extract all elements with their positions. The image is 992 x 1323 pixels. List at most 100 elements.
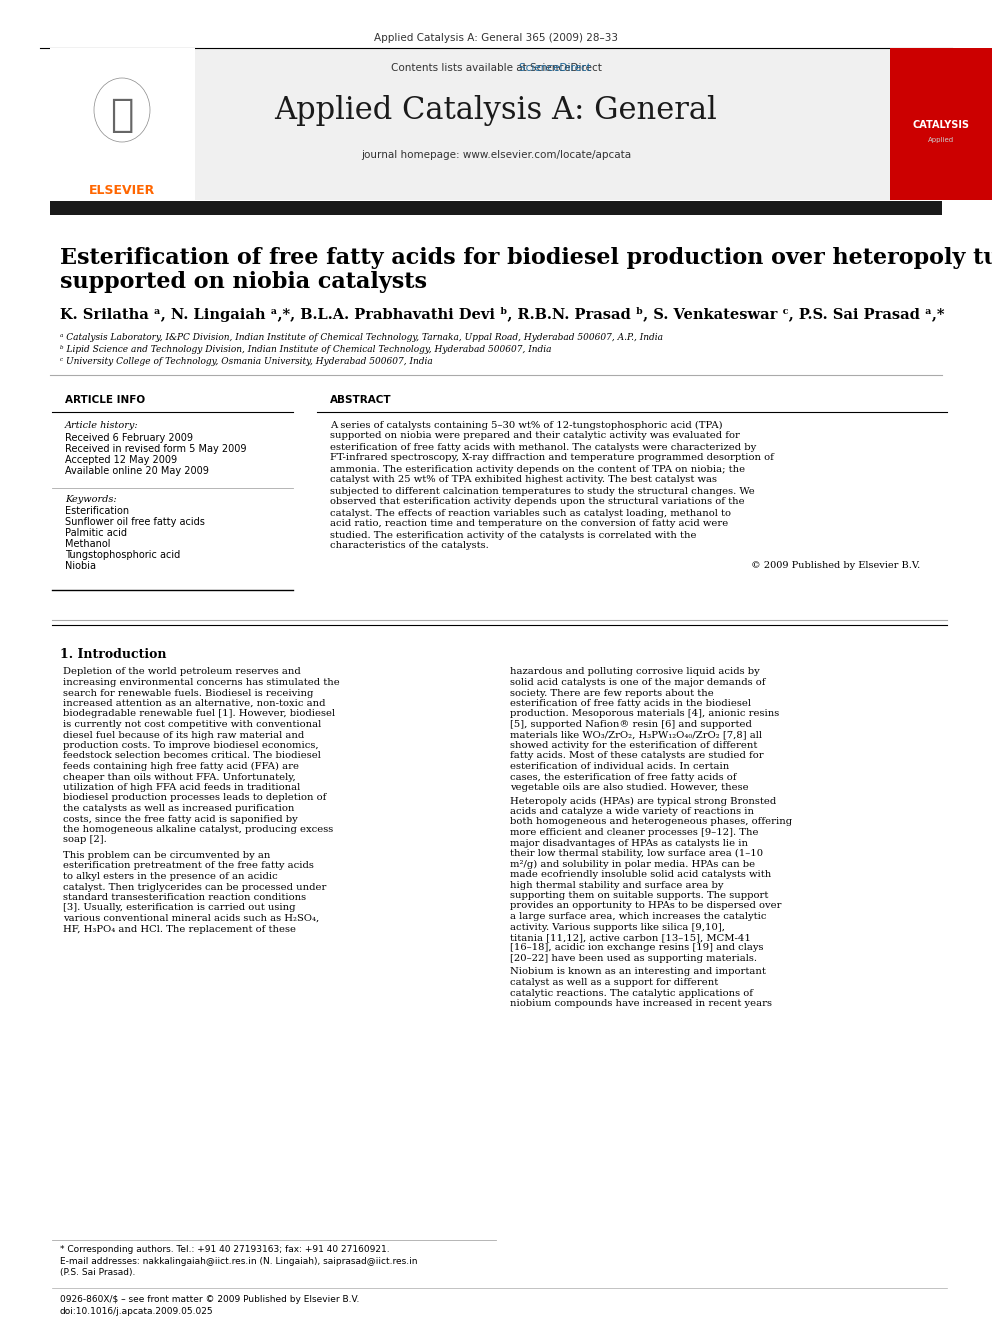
Text: utilization of high FFA acid feeds in traditional: utilization of high FFA acid feeds in tr… (63, 783, 301, 792)
Text: major disadvantages of HPAs as catalysts lie in: major disadvantages of HPAs as catalysts… (510, 839, 748, 848)
Text: standard transesterification reaction conditions: standard transesterification reaction co… (63, 893, 307, 902)
Text: Esterification of free fatty acids for biodiesel production over heteropoly tung: Esterification of free fatty acids for b… (60, 247, 992, 269)
Text: 0926-860X/$ – see front matter © 2009 Published by Elsevier B.V.: 0926-860X/$ – see front matter © 2009 Pu… (60, 1295, 359, 1304)
Text: Heteropoly acids (HPAs) are typical strong Bronsted: Heteropoly acids (HPAs) are typical stro… (510, 796, 777, 806)
Text: ᵇ Lipid Science and Technology Division, Indian Institute of Chemical Technology: ᵇ Lipid Science and Technology Division,… (60, 345, 552, 355)
Text: their low thermal stability, low surface area (1–10: their low thermal stability, low surface… (510, 849, 763, 859)
Text: Article history:: Article history: (65, 421, 139, 430)
Text: subjected to different calcination temperatures to study the structural changes.: subjected to different calcination tempe… (330, 487, 755, 496)
Text: increased attention as an alternative, non-toxic and: increased attention as an alternative, n… (63, 699, 325, 708)
Text: Accepted 12 May 2009: Accepted 12 May 2009 (65, 455, 178, 464)
Text: biodegradable renewable fuel [1]. However, biodiesel: biodegradable renewable fuel [1]. Howeve… (63, 709, 335, 718)
Text: search for renewable fuels. Biodiesel is receiving: search for renewable fuels. Biodiesel is… (63, 688, 313, 697)
Text: esterification pretreatment of the free fatty acids: esterification pretreatment of the free … (63, 861, 313, 871)
Bar (50, 48, 890, 200)
Text: hazardous and polluting corrosive liquid acids by: hazardous and polluting corrosive liquid… (510, 668, 760, 676)
Text: ᶜ University College of Technology, Osmania University, Hyderabad 500607, India: ᶜ University College of Technology, Osma… (60, 357, 433, 366)
Text: [20–22] have been used as supporting materials.: [20–22] have been used as supporting mat… (510, 954, 757, 963)
Text: production. Mesoporous materials [4], anionic resins: production. Mesoporous materials [4], an… (510, 709, 780, 718)
Text: 1. Introduction: 1. Introduction (60, 648, 167, 662)
Text: A series of catalysts containing 5–30 wt% of 12-tungstophosphoric acid (TPA): A series of catalysts containing 5–30 wt… (330, 421, 722, 430)
Text: Applied: Applied (928, 138, 954, 143)
Text: provides an opportunity to HPAs to be dispersed over: provides an opportunity to HPAs to be di… (510, 901, 782, 910)
Text: costs, since the free fatty acid is saponified by: costs, since the free fatty acid is sapo… (63, 815, 298, 823)
Text: cases, the esterification of free fatty acids of: cases, the esterification of free fatty … (510, 773, 736, 782)
Text: niobium compounds have increased in recent years: niobium compounds have increased in rece… (510, 999, 772, 1008)
Text: observed that esterification activity depends upon the structural variations of : observed that esterification activity de… (330, 497, 745, 507)
Text: Applied Catalysis A: General: Applied Catalysis A: General (275, 94, 717, 126)
Text: © 2009 Published by Elsevier B.V.: © 2009 Published by Elsevier B.V. (751, 561, 920, 569)
Text: ScienceDirect: ScienceDirect (402, 64, 590, 73)
Text: cheaper than oils without FFA. Unfortunately,: cheaper than oils without FFA. Unfortuna… (63, 773, 296, 782)
Text: FT-infrared spectroscopy, X-ray diffraction and temperature programmed desorptio: FT-infrared spectroscopy, X-ray diffract… (330, 454, 774, 463)
Text: acids and catalyze a wide variety of reactions in: acids and catalyze a wide variety of rea… (510, 807, 754, 816)
Text: (P.S. Sai Prasad).: (P.S. Sai Prasad). (60, 1267, 135, 1277)
Text: soap [2].: soap [2]. (63, 836, 107, 844)
Text: E-mail addresses: nakkalingaiah@iict.res.in (N. Lingaiah), saiprasad@iict.res.in: E-mail addresses: nakkalingaiah@iict.res… (60, 1257, 418, 1266)
Text: supported on niobia catalysts: supported on niobia catalysts (60, 271, 427, 292)
Text: [5], supported Nafion® resin [6] and supported: [5], supported Nafion® resin [6] and sup… (510, 720, 752, 729)
Text: is currently not cost competitive with conventional: is currently not cost competitive with c… (63, 720, 321, 729)
Text: more efficient and cleaner processes [9–12]. The: more efficient and cleaner processes [9–… (510, 828, 759, 837)
Text: This problem can be circumvented by an: This problem can be circumvented by an (63, 851, 271, 860)
Text: made ecofriendly insoluble solid acid catalysts with: made ecofriendly insoluble solid acid ca… (510, 871, 771, 878)
Text: 🌳: 🌳 (110, 97, 134, 134)
Text: ammonia. The esterification activity depends on the content of TPA on niobia; th: ammonia. The esterification activity dep… (330, 464, 745, 474)
Text: Available online 20 May 2009: Available online 20 May 2009 (65, 466, 209, 476)
Text: Esterification: Esterification (65, 505, 129, 516)
Text: supported on niobia were prepared and their catalytic activity was evaluated for: supported on niobia were prepared and th… (330, 431, 740, 441)
Text: Sunflower oil free fatty acids: Sunflower oil free fatty acids (65, 517, 205, 527)
Text: a large surface area, which increases the catalytic: a large surface area, which increases th… (510, 912, 767, 921)
Text: esterification of individual acids. In certain: esterification of individual acids. In c… (510, 762, 729, 771)
Text: catalyst with 25 wt% of TPA exhibited highest activity. The best catalyst was: catalyst with 25 wt% of TPA exhibited hi… (330, 475, 717, 484)
Text: Contents lists available at ScienceDirect: Contents lists available at ScienceDirec… (391, 64, 601, 73)
Text: biodiesel production processes leads to depletion of: biodiesel production processes leads to … (63, 794, 326, 803)
Text: the catalysts as well as increased purification: the catalysts as well as increased purif… (63, 804, 295, 814)
Text: Niobia: Niobia (65, 561, 96, 572)
Text: esterification of free fatty acids in the biodiesel: esterification of free fatty acids in th… (510, 699, 751, 708)
Text: the homogeneous alkaline catalyst, producing excess: the homogeneous alkaline catalyst, produ… (63, 826, 333, 833)
Text: supporting them on suitable supports. The support: supporting them on suitable supports. Th… (510, 890, 769, 900)
Text: * Corresponding authors. Tel.: +91 40 27193163; fax: +91 40 27160921.: * Corresponding authors. Tel.: +91 40 27… (60, 1245, 390, 1254)
Text: [16–18], acidic ion exchange resins [19] and clays: [16–18], acidic ion exchange resins [19]… (510, 943, 764, 953)
Text: titania [11,12], active carbon [13–15], MCM-41: titania [11,12], active carbon [13–15], … (510, 933, 751, 942)
Text: K. Srilatha ᵃ, N. Lingaiah ᵃ,*, B.L.A. Prabhavathi Devi ᵇ, R.B.N. Prasad ᵇ, S. V: K. Srilatha ᵃ, N. Lingaiah ᵃ,*, B.L.A. P… (60, 307, 944, 323)
Text: showed activity for the esterification of different: showed activity for the esterification o… (510, 741, 757, 750)
Bar (50, 201, 942, 216)
Text: catalyst. Then triglycerides can be processed under: catalyst. Then triglycerides can be proc… (63, 882, 326, 892)
Text: journal homepage: www.elsevier.com/locate/apcata: journal homepage: www.elsevier.com/locat… (361, 149, 631, 160)
Text: feedstock selection becomes critical. The biodiesel: feedstock selection becomes critical. Th… (63, 751, 320, 761)
Text: acid ratio, reaction time and temperature on the conversion of fatty acid were: acid ratio, reaction time and temperatur… (330, 520, 728, 528)
Text: catalyst as well as a support for different: catalyst as well as a support for differ… (510, 978, 718, 987)
Text: ARTICLE INFO: ARTICLE INFO (65, 396, 145, 405)
Text: Palmitic acid: Palmitic acid (65, 528, 127, 538)
Text: Received in revised form 5 May 2009: Received in revised form 5 May 2009 (65, 445, 246, 454)
Text: characteristics of the catalysts.: characteristics of the catalysts. (330, 541, 489, 550)
Text: [3]. Usually, esterification is carried out using: [3]. Usually, esterification is carried … (63, 904, 296, 913)
Text: society. There are few reports about the: society. There are few reports about the (510, 688, 714, 697)
Text: increasing environmental concerns has stimulated the: increasing environmental concerns has st… (63, 677, 339, 687)
Text: various conventional mineral acids such as H₂SO₄,: various conventional mineral acids such … (63, 914, 319, 923)
Text: m²/g) and solubility in polar media. HPAs can be: m²/g) and solubility in polar media. HPA… (510, 860, 755, 869)
Bar (50, 48, 195, 200)
Text: solid acid catalysts is one of the major demands of: solid acid catalysts is one of the major… (510, 677, 766, 687)
Text: to alkyl esters in the presence of an acidic: to alkyl esters in the presence of an ac… (63, 872, 278, 881)
Text: Tungstophosphoric acid: Tungstophosphoric acid (65, 550, 181, 560)
Text: activity. Various supports like silica [9,10],: activity. Various supports like silica [… (510, 922, 725, 931)
Text: materials like WO₃/ZrO₂, H₃PW₁₂O₄₀/ZrO₂ [7,8] all: materials like WO₃/ZrO₂, H₃PW₁₂O₄₀/ZrO₂ … (510, 730, 762, 740)
Text: catalytic reactions. The catalytic applications of: catalytic reactions. The catalytic appli… (510, 988, 753, 998)
Text: Applied Catalysis A: General 365 (2009) 28–33: Applied Catalysis A: General 365 (2009) … (374, 33, 618, 44)
Text: high thermal stability and surface area by: high thermal stability and surface area … (510, 881, 723, 889)
Text: feeds containing high free fatty acid (FFA) are: feeds containing high free fatty acid (F… (63, 762, 299, 771)
Text: CATALYSIS: CATALYSIS (913, 120, 969, 130)
Text: Niobium is known as an interesting and important: Niobium is known as an interesting and i… (510, 967, 766, 976)
Text: Methanol: Methanol (65, 538, 110, 549)
Text: production costs. To improve biodiesel economics,: production costs. To improve biodiesel e… (63, 741, 318, 750)
Text: Depletion of the world petroleum reserves and: Depletion of the world petroleum reserve… (63, 668, 301, 676)
Text: diesel fuel because of its high raw material and: diesel fuel because of its high raw mate… (63, 730, 305, 740)
Bar (890, 48, 992, 200)
Text: HF, H₃PO₄ and HCl. The replacement of these: HF, H₃PO₄ and HCl. The replacement of th… (63, 925, 296, 934)
Text: ᵃ Catalysis Laboratory, I&PC Division, Indian Institute of Chemical Technology, : ᵃ Catalysis Laboratory, I&PC Division, I… (60, 333, 663, 343)
Text: Keywords:: Keywords: (65, 496, 117, 504)
Text: ABSTRACT: ABSTRACT (330, 396, 392, 405)
